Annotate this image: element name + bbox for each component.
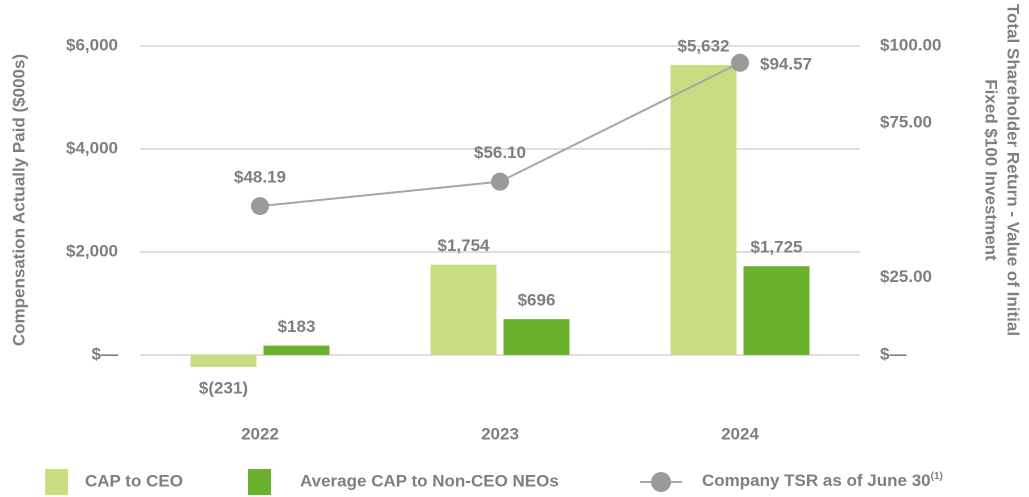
bar	[743, 266, 810, 355]
y2-axis-title: Total Shareholder Return - Value of Init…	[1004, 4, 1023, 336]
legend-label: Average CAP to Non-CEO NEOs	[300, 471, 559, 490]
legend-label: Company TSR as of June 30(1)	[702, 471, 943, 491]
bar	[190, 355, 257, 367]
data-label: $5,632	[678, 36, 730, 55]
y2-tick-label: $75.00	[880, 113, 932, 132]
bar	[503, 319, 570, 355]
x-tick-label: 2023	[481, 424, 519, 443]
tsr-marker	[491, 172, 509, 191]
legend-superscript: (1)	[931, 471, 943, 482]
y-tick-label: $4,000	[66, 138, 118, 157]
legend-marker	[651, 472, 671, 492]
legend-swatch	[45, 469, 68, 495]
y2-tick-label: $100.00	[880, 35, 941, 54]
bar	[263, 345, 330, 355]
data-label: $1,725	[751, 238, 803, 257]
tsr-marker	[251, 197, 269, 216]
data-label: $48.19	[234, 168, 286, 187]
data-label: $(231)	[199, 378, 248, 397]
y2-axis-title: Fixed $100 Investment	[982, 79, 1001, 261]
tsr-marker	[731, 53, 749, 72]
y-axis-title: Compensation Actually Paid ($000s)	[9, 54, 28, 346]
y-tick-label: $—	[92, 344, 118, 363]
data-label: $94.57	[760, 54, 812, 73]
y-tick-label: $6,000	[66, 35, 118, 54]
bar	[430, 264, 497, 355]
x-tick-label: 2022	[241, 424, 279, 443]
legend-text: Company TSR as of June 30	[702, 471, 931, 490]
bar	[670, 64, 737, 356]
data-label: $1,754	[438, 236, 491, 255]
y2-tick-label: $25.00	[880, 267, 932, 286]
data-label: $696	[518, 291, 556, 310]
legend-swatch	[248, 469, 271, 495]
y-tick-label: $2,000	[66, 241, 118, 260]
data-label: $56.10	[474, 143, 526, 162]
data-label: $183	[278, 317, 316, 336]
x-tick-label: 2024	[721, 424, 759, 443]
y2-tick-label: $—	[880, 344, 906, 363]
legend-label: CAP to CEO	[85, 471, 183, 490]
